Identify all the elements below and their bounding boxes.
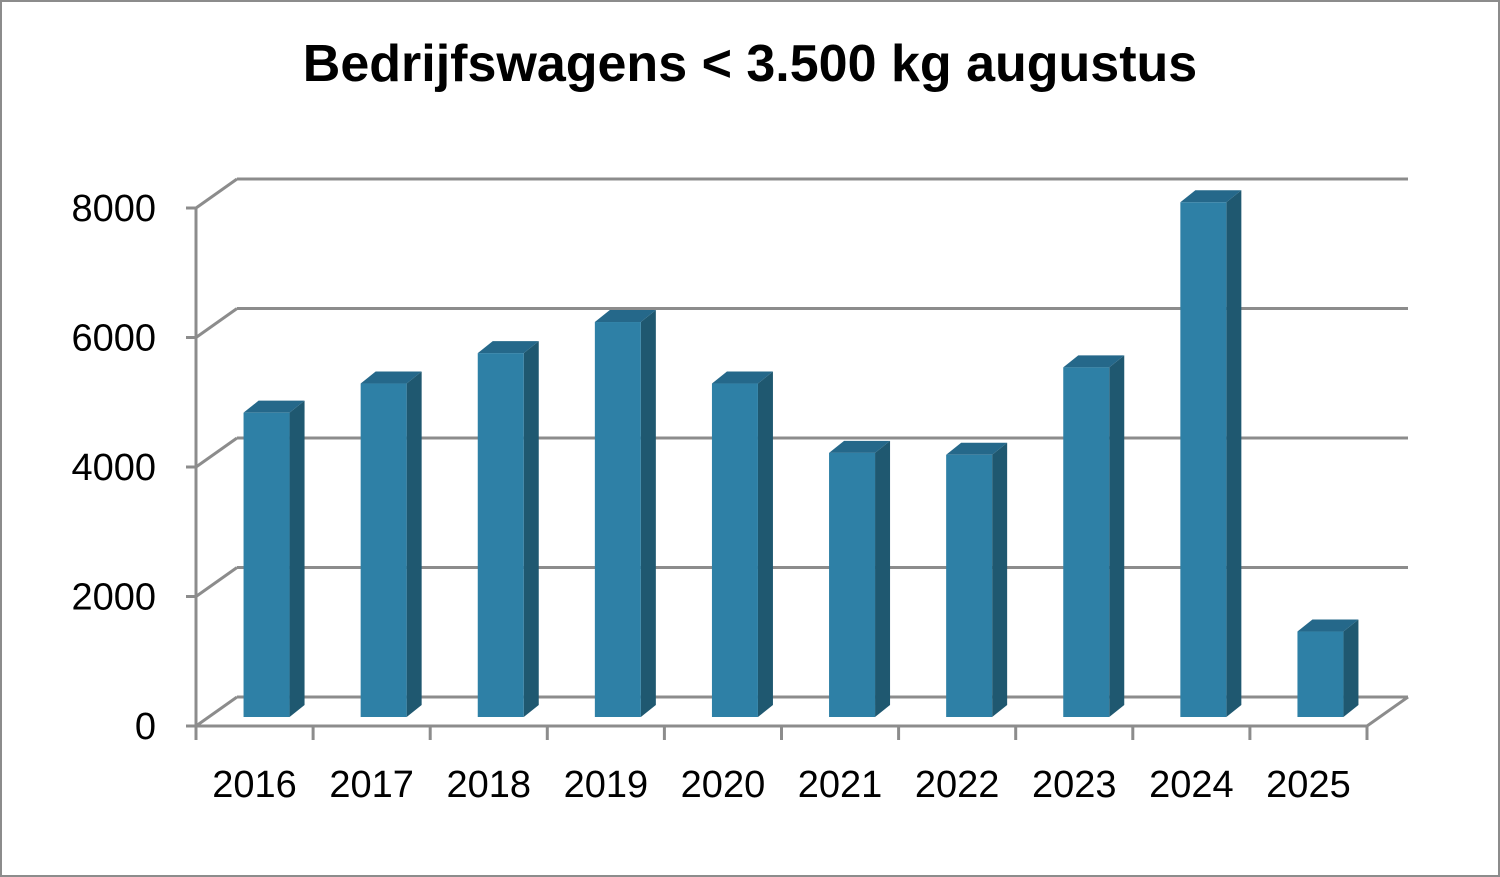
bar-side: [406, 371, 422, 717]
bar: [946, 442, 1008, 717]
bar: [477, 341, 539, 717]
bar-front: [360, 383, 407, 717]
x-tick-label: 2023: [1032, 764, 1117, 806]
bar-front: [477, 353, 524, 717]
bar-front: [1180, 202, 1227, 718]
y-tick-label: 0: [135, 706, 156, 748]
bar-side: [875, 440, 891, 717]
bar-top: [1180, 190, 1242, 203]
bar-top: [946, 442, 1008, 455]
bar-front: [946, 454, 993, 717]
x-tick-label: 2021: [798, 764, 883, 806]
bar-side: [757, 371, 773, 717]
x-tick-label: 2018: [446, 764, 531, 806]
bar-side: [523, 341, 539, 717]
bar: [1297, 619, 1359, 717]
axis-layer: [186, 206, 1409, 740]
x-tick-label: 2017: [329, 764, 414, 806]
x-tick-label: 2020: [681, 764, 766, 806]
bar-front: [711, 383, 758, 717]
gridline-diagonal: [195, 695, 238, 728]
bar-top: [360, 371, 422, 384]
x-tick-label: 2022: [915, 764, 1000, 806]
chart-title: Bedrijfswagens < 3.500 kg augustus: [302, 35, 1198, 93]
bar-top: [243, 400, 305, 413]
x-tick-label: 2024: [1149, 764, 1234, 806]
x-tick-label: 2025: [1266, 764, 1351, 806]
bar-side: [1343, 619, 1359, 717]
bar-front: [243, 412, 290, 717]
bar: [360, 371, 422, 717]
bar-side: [289, 400, 305, 717]
bar-top: [711, 371, 773, 384]
bar-front: [1063, 367, 1110, 717]
y-tick-label: 4000: [71, 447, 156, 489]
bar: [829, 440, 891, 717]
bar-side: [640, 310, 656, 717]
bar: [243, 400, 305, 717]
x-tick-label: 2019: [564, 764, 649, 806]
bar: [711, 371, 773, 717]
bar-top: [477, 341, 539, 354]
gridline-diagonal: [195, 307, 238, 339]
bar: [594, 310, 656, 717]
bar-front: [1297, 631, 1344, 717]
x-tick-label: 2016: [212, 764, 297, 806]
label-layer: 0 2000 4000 6000 8000 2016 2017 2018 2019 2020 202…: [71, 188, 1350, 806]
floor-edge: [1366, 695, 1409, 728]
gridline-diagonal: [195, 566, 238, 598]
y-tick-label: 8000: [71, 188, 156, 230]
bar-side: [1226, 190, 1242, 718]
gridline-diagonal: [195, 436, 238, 469]
bar-top: [594, 310, 656, 323]
y-tick-label: 2000: [71, 577, 156, 619]
bar-front: [829, 452, 876, 717]
y-tick-label: 6000: [71, 318, 156, 360]
bar-front: [594, 322, 641, 717]
bar-side: [992, 442, 1008, 717]
bar-layer: [243, 190, 1359, 718]
bar: [1180, 190, 1242, 718]
bar-top: [1297, 619, 1359, 632]
bar: [1063, 355, 1125, 717]
gridline-diagonal: [195, 177, 238, 210]
bar-side: [1109, 355, 1125, 717]
bar-top: [1063, 355, 1125, 368]
bar-top: [829, 440, 891, 453]
